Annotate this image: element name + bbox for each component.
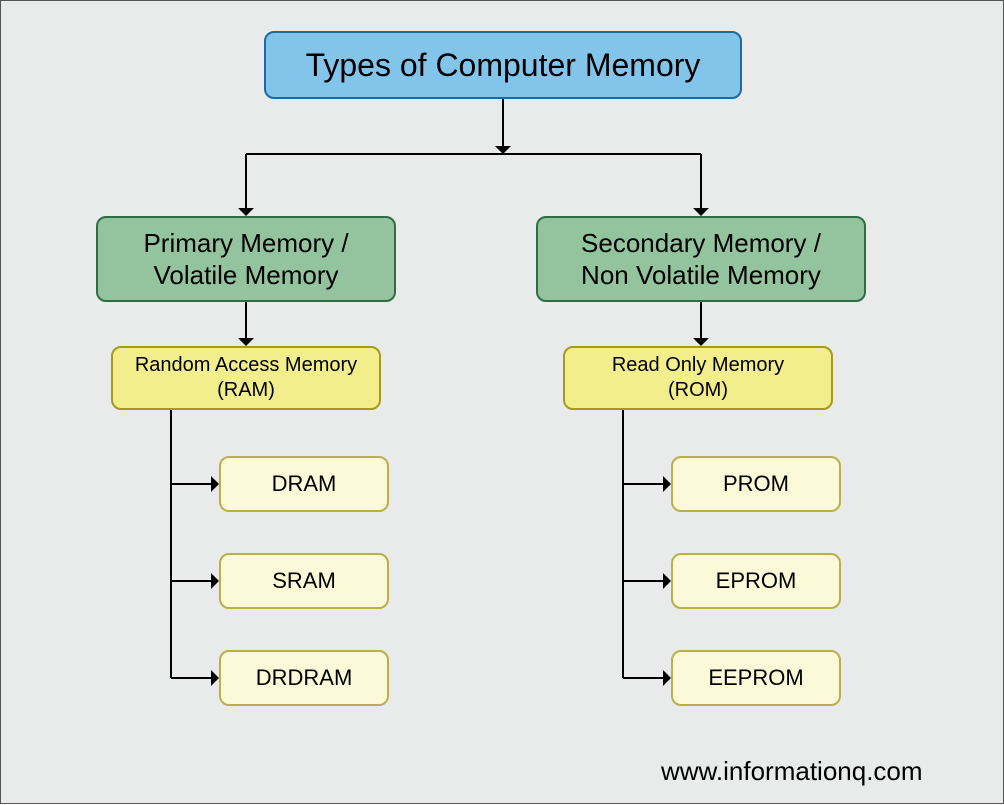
node-eprom: EPROM — [671, 553, 841, 609]
diagram-frame: Types of Computer Memory Primary Memory /… — [0, 0, 1004, 804]
node-prom: PROM — [671, 456, 841, 512]
node-primary: Primary Memory / Volatile Memory — [96, 216, 396, 302]
node-ram: Random Access Memory (RAM) — [111, 346, 381, 410]
node-sram: SRAM — [219, 553, 389, 609]
attribution-text: www.informationq.com — [661, 756, 923, 787]
node-rom: Read Only Memory (ROM) — [563, 346, 833, 410]
node-drdram: DRDRAM — [219, 650, 389, 706]
node-eeprom: EEPROM — [671, 650, 841, 706]
node-secondary: Secondary Memory / Non Volatile Memory — [536, 216, 866, 302]
node-dram: DRAM — [219, 456, 389, 512]
node-root: Types of Computer Memory — [264, 31, 742, 99]
